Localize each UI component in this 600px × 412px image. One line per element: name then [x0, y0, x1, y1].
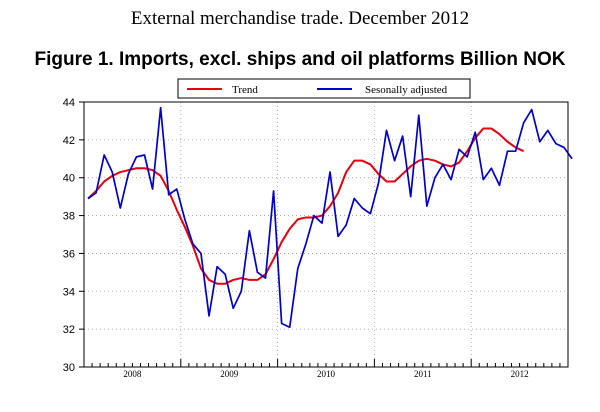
y-tick-label: 32 — [63, 324, 75, 336]
x-tick-label: 2008 — [123, 369, 142, 379]
y-tick-label: 36 — [63, 248, 75, 260]
axis-layer: 30 32 34 36 38 40 42 44 2008 2009 2010 2011 2012 — [63, 97, 569, 379]
legend: Trend Sesonally adjusted — [177, 78, 471, 99]
trend-line — [87, 127, 525, 285]
y-tick-label: 30 — [63, 362, 75, 374]
y-tick-label: 34 — [63, 286, 75, 298]
seasonally-adjusted-line — [87, 106, 573, 329]
y-tick-label: 38 — [63, 211, 75, 223]
x-tick-label: 2009 — [220, 369, 239, 379]
x-tick-label: 2010 — [317, 369, 336, 379]
legend-label-trend: Trend — [232, 84, 258, 96]
legend-label-seasonally-adjusted: Sesonally adjusted — [365, 84, 448, 96]
series-layer — [87, 106, 573, 329]
y-tick-label: 44 — [63, 97, 75, 109]
chart-title: Figure 1. Imports, excl. ships and oil p… — [34, 49, 566, 70]
y-tick-label: 40 — [63, 173, 75, 185]
x-tick-label: 2012 — [511, 369, 529, 379]
chart-supertitle: External merchandise trade. December 201… — [130, 8, 470, 29]
y-tick-label: 42 — [63, 135, 75, 147]
x-tick-label: 2011 — [414, 369, 432, 379]
